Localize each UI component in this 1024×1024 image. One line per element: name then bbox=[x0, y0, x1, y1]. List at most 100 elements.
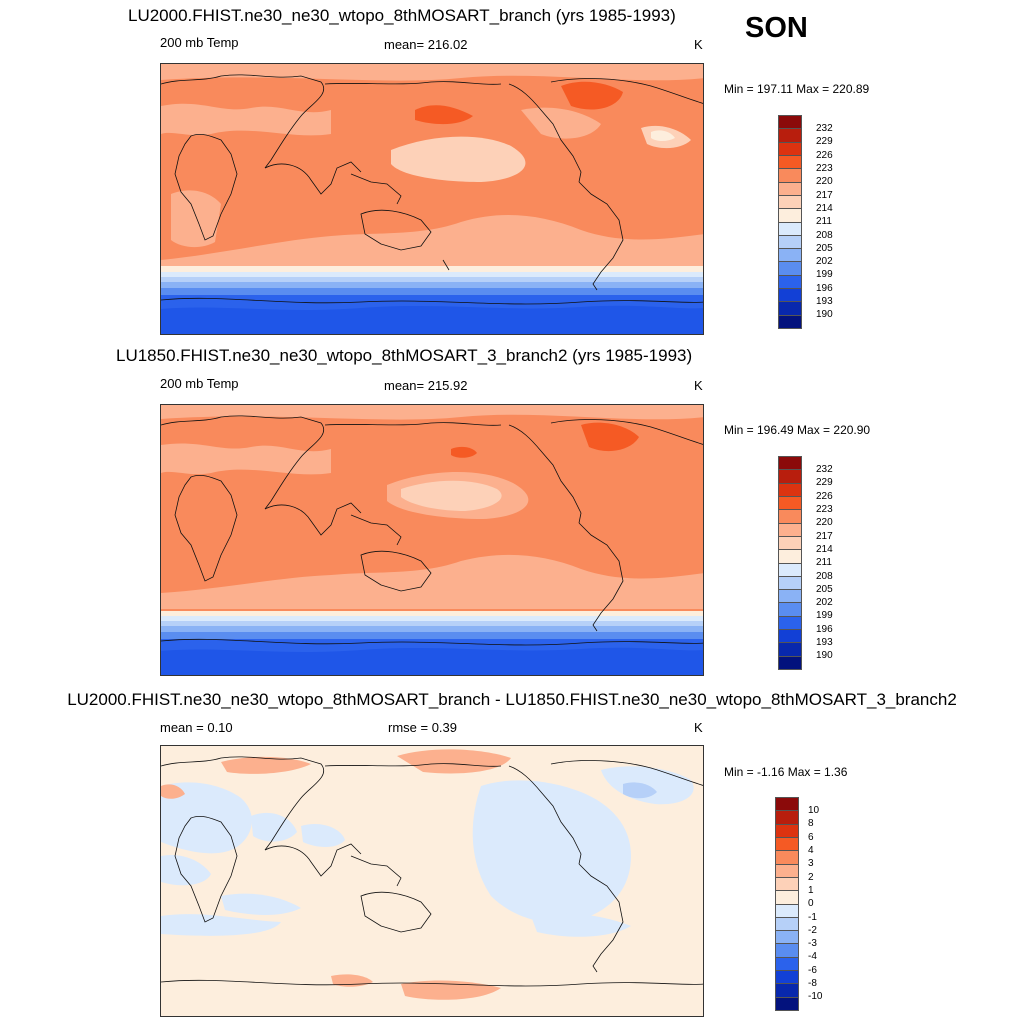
panel-2-title: LU1850.FHIST.ne30_ne30_wtopo_8thMOSART_3… bbox=[116, 346, 693, 365]
colorbar-segment bbox=[778, 128, 802, 143]
colorbar-tick-label: 226 bbox=[816, 490, 833, 502]
colorbar-tick-label: 4 bbox=[808, 844, 814, 856]
panel-3-mean-label: mean = 0.10 bbox=[160, 720, 233, 735]
colorbar-segment bbox=[775, 916, 799, 932]
colorbar-tick-label: 208 bbox=[816, 229, 833, 241]
colorbar-tick-label: 214 bbox=[816, 543, 833, 555]
colorbar-segment bbox=[775, 850, 799, 865]
colorbar-tick-label: 199 bbox=[816, 610, 833, 622]
colorbar-segment bbox=[778, 655, 802, 670]
colorbar-tick-label: 220 bbox=[816, 517, 833, 529]
panel-2-minmax: Min = 196.49 Max = 220.90 bbox=[724, 423, 871, 437]
colorbar-segment bbox=[778, 629, 802, 644]
colorbar-segment bbox=[778, 314, 802, 329]
colorbar-tick-label: 196 bbox=[816, 282, 833, 294]
colorbar-tick-label: 193 bbox=[816, 637, 833, 649]
panel-2-map bbox=[160, 404, 704, 676]
panel-2-variable-label: 200 mb Temp bbox=[160, 376, 239, 391]
panel-1-colorbar-labels: 232 229 226 223 220 217 214 211 208 205 202 199 196 1… bbox=[816, 123, 856, 323]
colorbar-segment bbox=[778, 549, 802, 564]
panel-3-minmax: Min = -1.16 Max = 1.36 bbox=[724, 765, 848, 779]
colorbar-segment bbox=[778, 535, 802, 551]
colorbar-tick-label: -2 bbox=[808, 924, 817, 936]
colorbar-segment bbox=[778, 261, 802, 276]
colorbar-segment bbox=[775, 863, 799, 878]
colorbar-tick-label: 214 bbox=[816, 202, 833, 214]
colorbar-segment bbox=[775, 930, 799, 945]
colorbar-segment bbox=[775, 836, 799, 852]
colorbar-tick-label: 220 bbox=[816, 176, 833, 188]
panel-1-map bbox=[160, 63, 704, 335]
colorbar-segment bbox=[778, 154, 802, 170]
colorbar-segment bbox=[778, 248, 802, 263]
panel-3-map bbox=[160, 745, 704, 1017]
colorbar-tick-label: 6 bbox=[808, 831, 814, 843]
colorbar-segment bbox=[775, 810, 799, 825]
colorbar-tick-label: 229 bbox=[816, 136, 833, 148]
colorbar-tick-label: -3 bbox=[808, 938, 817, 950]
colorbar-segment bbox=[778, 589, 802, 604]
colorbar-segment bbox=[778, 194, 802, 210]
colorbar-tick-label: 217 bbox=[816, 189, 833, 201]
panel-2-map-field bbox=[161, 405, 703, 675]
panel-3-units: K bbox=[694, 720, 703, 735]
colorbar-segment bbox=[778, 522, 802, 537]
colorbar-segment bbox=[778, 141, 802, 156]
colorbar-segment bbox=[775, 983, 799, 998]
panel-1-colorbar bbox=[778, 115, 802, 329]
colorbar-segment bbox=[775, 823, 799, 838]
panel-1-variable-label: 200 mb Temp bbox=[160, 35, 239, 50]
panel-2-mean-label: mean= 215.92 bbox=[384, 378, 468, 393]
colorbar-segment bbox=[778, 208, 802, 223]
colorbar-segment bbox=[775, 876, 799, 892]
colorbar-segment bbox=[778, 562, 802, 577]
panel-1-minmax: Min = 197.11 Max = 220.89 bbox=[724, 82, 870, 96]
colorbar-tick-label: 211 bbox=[816, 216, 832, 228]
panel-2-units: K bbox=[694, 378, 703, 393]
panel-3-rmse-label: rmse = 0.39 bbox=[388, 720, 458, 735]
colorbar-tick-label: 202 bbox=[816, 597, 833, 609]
colorbar-segment bbox=[778, 115, 802, 130]
colorbar-tick-label: 217 bbox=[816, 530, 833, 542]
panel-3-map-field bbox=[161, 746, 703, 1016]
colorbar-segment bbox=[778, 181, 802, 196]
panel-2-colorbar-labels: 232 229 226 223 220 217 214 211 208 205 202 199 196 1… bbox=[816, 464, 856, 664]
panel-3-title: LU2000.FHIST.ne30_ne30_wtopo_8thMOSART_b… bbox=[67, 690, 957, 709]
colorbar-tick-label: -4 bbox=[808, 951, 817, 963]
colorbar-tick-label: 205 bbox=[816, 242, 833, 254]
colorbar-tick-label: -10 bbox=[808, 991, 823, 1003]
colorbar-tick-label: 223 bbox=[816, 503, 833, 515]
colorbar-tick-label: -1 bbox=[808, 911, 817, 923]
colorbar-tick-label: 229 bbox=[816, 477, 833, 489]
colorbar-segment bbox=[775, 797, 799, 812]
colorbar-segment bbox=[778, 602, 802, 617]
colorbar-segment bbox=[775, 956, 799, 972]
colorbar-segment bbox=[778, 274, 802, 290]
colorbar-tick-label: 226 bbox=[816, 149, 833, 161]
colorbar-segment bbox=[778, 642, 802, 657]
colorbar-segment bbox=[778, 456, 802, 471]
season-label: SON bbox=[745, 12, 808, 44]
colorbar-segment bbox=[775, 996, 799, 1011]
colorbar-segment bbox=[775, 970, 799, 985]
panel-3-colorbar bbox=[775, 797, 799, 1011]
colorbar-segment bbox=[778, 301, 802, 316]
colorbar-segment bbox=[778, 168, 802, 183]
colorbar-tick-label: -8 bbox=[808, 978, 817, 990]
colorbar-tick-label: 196 bbox=[816, 623, 833, 635]
colorbar-segment bbox=[778, 288, 802, 303]
panel-2-colorbar bbox=[778, 456, 802, 670]
colorbar-tick-label: 2 bbox=[808, 871, 814, 883]
colorbar-tick-label: 205 bbox=[816, 583, 833, 595]
panel-1-units: K bbox=[694, 37, 703, 52]
colorbar-tick-label: 208 bbox=[816, 570, 833, 582]
colorbar-segment bbox=[775, 903, 799, 918]
panel-1-title: LU2000.FHIST.ne30_ne30_wtopo_8thMOSART_b… bbox=[128, 6, 676, 25]
colorbar-segment bbox=[778, 469, 802, 484]
colorbar-tick-label: 8 bbox=[808, 818, 814, 830]
colorbar-tick-label: 202 bbox=[816, 256, 833, 268]
colorbar-tick-label: 0 bbox=[808, 898, 814, 910]
panel-1-mean-label: mean= 216.02 bbox=[384, 37, 468, 52]
panel-3-colorbar-labels: 10 8 6 4 3 2 1 0 -1 -2 -3 -4 -6 -8 -10 bbox=[808, 805, 848, 1005]
colorbar-segment bbox=[778, 221, 802, 236]
